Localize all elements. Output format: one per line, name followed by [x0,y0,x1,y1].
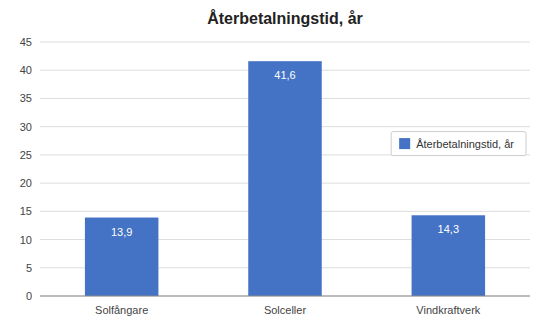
data-label: 41,6 [274,69,295,81]
grid-line [40,42,530,43]
y-tick-label: 5 [26,262,32,274]
chart-container: Återbetalningstid, år 0 5 10 15 20 25 30 35 40 45 1… [0,0,544,326]
data-label: 13,9 [111,226,132,238]
x-tick-label: Solfångare [95,304,148,316]
y-tick-label: 10 [20,234,32,246]
bar [412,215,486,296]
bar [85,218,158,296]
x-tick-label: Vindkraftverk [416,304,480,316]
x-tick-label: Solceller [264,304,307,316]
bars [85,61,485,296]
y-tick-label: 45 [20,36,32,48]
bar [248,61,322,296]
legend-label: Återbetalningstid, år [416,138,514,150]
legend-swatch [399,138,410,149]
x-axis-line [40,296,530,297]
chart: Återbetalningstid, år 0 5 10 15 20 25 30 35 40 45 1… [0,0,544,326]
legend-frame [391,132,526,156]
y-tick-label: 25 [20,149,32,161]
grid-line [40,296,530,297]
legend: Återbetalningstid, år [391,132,526,156]
y-tick-label: 15 [20,205,32,217]
data-label: 14,3 [438,223,459,235]
y-tick-label: 40 [20,64,32,76]
y-tick-label: 0 [26,290,32,302]
y-tick-label: 35 [20,92,32,104]
y-tick-label: 20 [20,177,32,189]
y-tick-label: 30 [20,121,32,133]
title: Återbetalningstid, år [207,9,363,27]
